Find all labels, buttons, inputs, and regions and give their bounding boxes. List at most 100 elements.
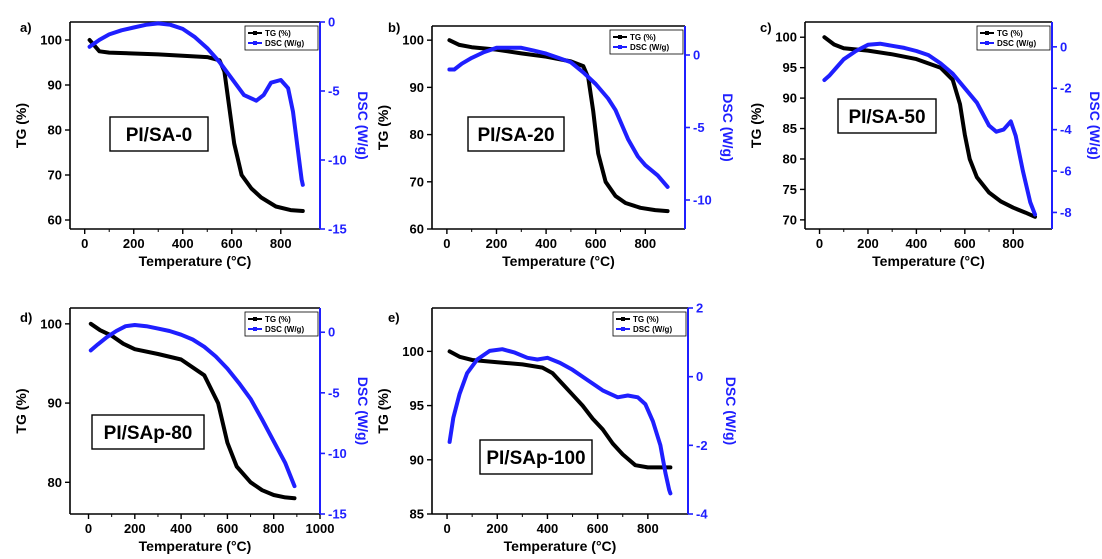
data-point <box>96 342 100 346</box>
data-point <box>951 72 955 76</box>
data-point <box>621 452 625 456</box>
sample-label-box <box>479 439 593 475</box>
legend-entry: DSC (W/g) <box>997 39 1036 48</box>
x-tick-label: 800 <box>637 521 659 536</box>
y-left-tick-label: 60 <box>410 222 424 237</box>
x-tick-label: 400 <box>535 236 557 251</box>
data-point <box>465 371 469 375</box>
data-point <box>1033 213 1037 216</box>
sample-label-box <box>91 414 205 450</box>
sample-label: PI/SA-20 <box>477 125 554 146</box>
y-right-tick-label: -5 <box>328 385 340 400</box>
data-point <box>88 45 92 49</box>
x-tick-label: 0 <box>81 236 88 251</box>
series-line-tg <box>447 349 673 470</box>
y-left-tick-label: 70 <box>48 168 62 183</box>
legend-box <box>244 311 319 337</box>
data-point <box>633 463 637 467</box>
y-right-tick-label: -10 <box>328 446 347 461</box>
legend-marker <box>985 41 989 45</box>
panel-letter: c) <box>760 20 772 35</box>
data-point <box>301 209 305 213</box>
y-right-tick-label: 0 <box>693 48 700 63</box>
data-point <box>458 392 462 396</box>
chart-panel-0: 0 200 400 600 800 60 70 80 90 100 -15 -10 -5 0 Tempera… <box>13 15 371 270</box>
panel-letter: e) <box>388 310 400 325</box>
data-point <box>668 491 672 495</box>
data-point <box>914 57 918 61</box>
y-left-axis-title: TG (%) <box>13 388 29 433</box>
data-point <box>525 356 529 360</box>
chart-panel-1: 0 200 400 600 800 60 70 80 90 100 -10 -5 0 Temperatur… <box>375 20 736 269</box>
sample-label: PI/SA-0 <box>126 125 193 146</box>
sample-label: PI/SAp-100 <box>486 448 585 469</box>
sample-label-box <box>109 116 209 152</box>
y-right-tick-label: -8 <box>1060 205 1072 220</box>
y-right-axis-title: DSC (W/g) <box>723 377 739 445</box>
data-point <box>447 38 451 42</box>
data-point <box>475 358 479 361</box>
data-point <box>193 35 197 39</box>
legend-marker <box>621 327 625 331</box>
data-point <box>866 49 870 53</box>
data-point <box>291 110 295 114</box>
data-point <box>88 38 92 42</box>
data-point <box>626 137 630 141</box>
y-left-axis-title: TG (%) <box>375 388 391 433</box>
data-point <box>604 180 608 184</box>
y-left-tick-label: 100 <box>775 30 797 45</box>
y-right-tick-label: 0 <box>328 325 335 340</box>
y-right-tick-label: 2 <box>696 301 703 316</box>
data-point <box>558 361 562 365</box>
data-point <box>272 439 276 443</box>
data-point <box>179 358 183 361</box>
data-point <box>975 175 979 179</box>
data-point <box>279 78 283 82</box>
data-point <box>835 66 838 69</box>
data-point <box>571 393 574 397</box>
data-point <box>832 43 836 46</box>
x-tick-label: 0 <box>816 236 823 251</box>
sample-label-box <box>837 98 937 134</box>
data-point <box>452 68 456 71</box>
legend-marker <box>985 31 989 35</box>
data-point <box>181 27 185 31</box>
data-point <box>293 484 296 488</box>
data-point <box>470 56 474 60</box>
data-point <box>97 38 101 42</box>
y-left-tick-label: 80 <box>48 123 62 138</box>
y-right-tick-label: -10 <box>693 193 712 208</box>
data-point <box>827 74 831 78</box>
data-point <box>237 381 241 385</box>
panel-letter: a) <box>20 20 32 35</box>
data-point <box>1023 211 1027 215</box>
y-left-axis-title: TG (%) <box>13 103 29 148</box>
data-point <box>451 416 455 420</box>
y-left-tick-label: 100 <box>402 33 424 48</box>
data-point <box>999 200 1003 204</box>
legend-box <box>609 29 684 55</box>
data-point <box>571 368 574 372</box>
data-point <box>144 324 148 328</box>
data-point <box>242 93 246 97</box>
data-point <box>951 78 955 82</box>
y-right-tick-label: -2 <box>1060 81 1072 96</box>
data-point <box>614 194 617 198</box>
data-point <box>653 208 657 212</box>
x-tick-label: 600 <box>217 521 239 536</box>
data-point <box>232 142 236 145</box>
data-point <box>202 345 206 349</box>
y-left-tick-label: 80 <box>48 475 62 490</box>
data-point <box>289 208 293 212</box>
x-axis-title: Temperature (°C) <box>872 253 985 269</box>
data-point <box>614 108 617 112</box>
data-point <box>975 101 979 105</box>
y-left-axis-title: TG (%) <box>748 103 764 148</box>
data-point <box>133 347 137 351</box>
legend-entry: TG (%) <box>630 33 656 42</box>
data-point <box>447 68 451 71</box>
data-point <box>987 124 991 127</box>
data-point <box>120 28 123 32</box>
x-tick-label: 800 <box>263 521 285 536</box>
data-point <box>225 367 229 371</box>
